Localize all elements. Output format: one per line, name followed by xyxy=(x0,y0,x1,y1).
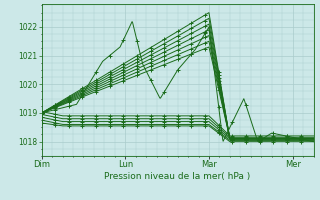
X-axis label: Pression niveau de la mer( hPa ): Pression niveau de la mer( hPa ) xyxy=(104,172,251,181)
